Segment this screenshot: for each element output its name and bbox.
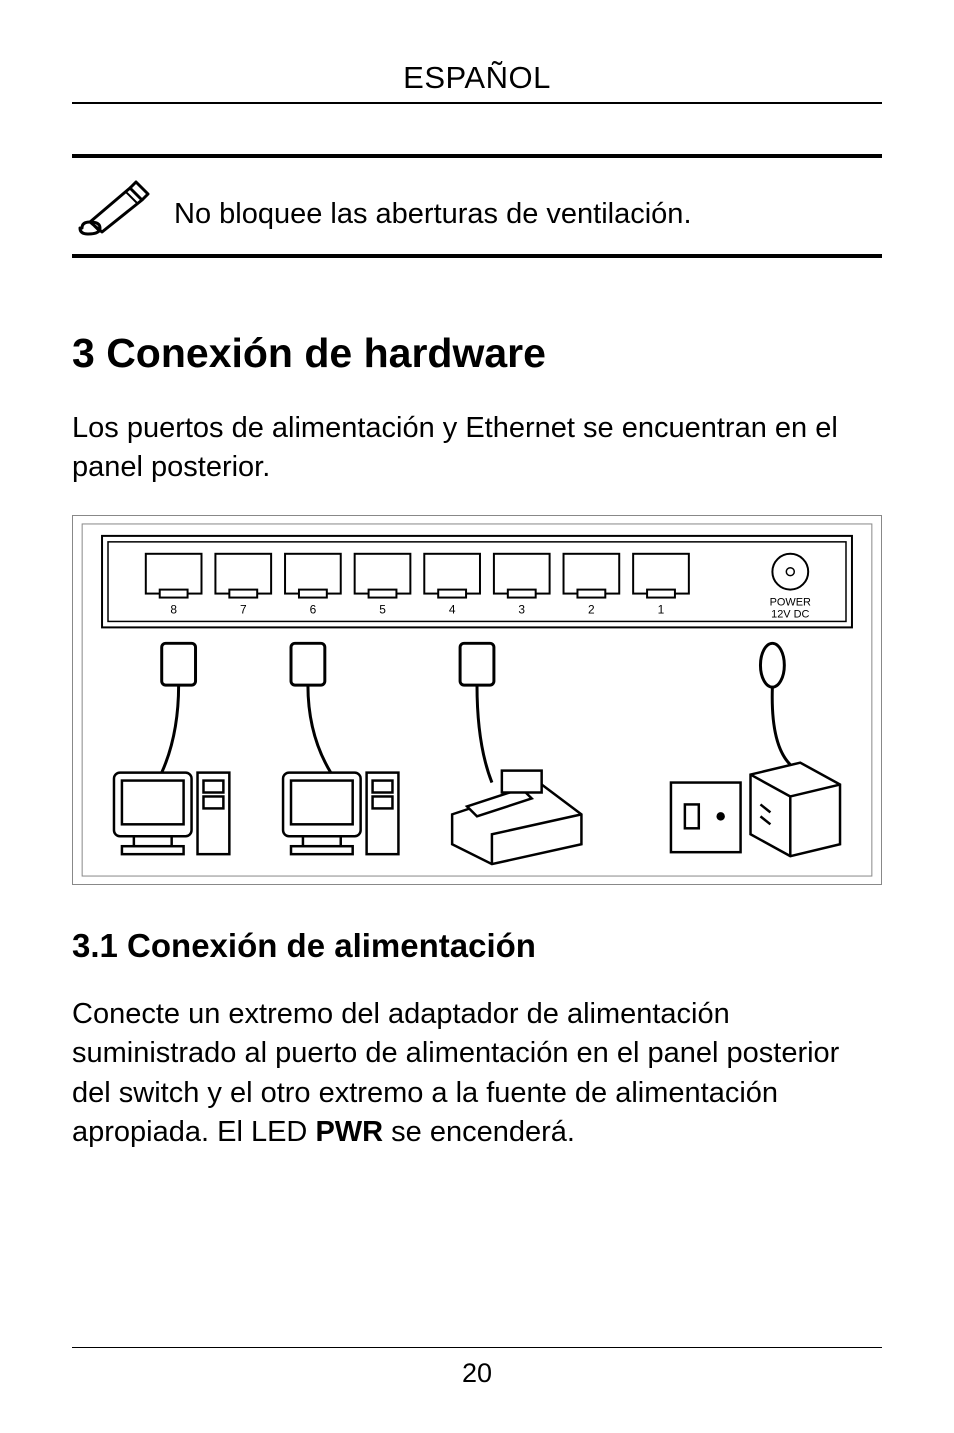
svg-text:4: 4 bbox=[449, 603, 456, 617]
body-text-part2: se encenderá. bbox=[383, 1116, 575, 1148]
svg-text:3: 3 bbox=[518, 603, 525, 617]
section-3-1-title: 3.1 Conexión de alimentación bbox=[72, 927, 882, 965]
led-pwr-label: PWR bbox=[315, 1116, 383, 1148]
svg-text:6: 6 bbox=[310, 603, 317, 617]
svg-text:8: 8 bbox=[170, 603, 177, 617]
note-text: No bloquee las aberturas de ventilación. bbox=[174, 196, 692, 236]
section-3-1-body: Conecte un extremo del adaptador de alim… bbox=[72, 995, 882, 1152]
svg-text:POWER: POWER bbox=[770, 597, 811, 609]
section-3-intro: Los puertos de alimentación y Ethernet s… bbox=[72, 409, 882, 487]
pencil-note-icon bbox=[72, 178, 150, 236]
svg-text:1: 1 bbox=[658, 603, 665, 617]
svg-text:2: 2 bbox=[588, 603, 595, 617]
svg-text:12V DC: 12V DC bbox=[771, 609, 809, 621]
svg-text:7: 7 bbox=[240, 603, 247, 617]
svg-text:5: 5 bbox=[379, 603, 386, 617]
page-container: ESPAÑOL No bloquee las aberturas de vent… bbox=[0, 0, 954, 1433]
section-3-title: 3 Conexión de hardware bbox=[72, 330, 882, 377]
hardware-connection-diagram: 8 7 6 5 4 3 2 1 POWER 12V DC bbox=[72, 515, 882, 885]
page-footer: 20 bbox=[72, 1347, 882, 1389]
page-header-language: ESPAÑOL bbox=[72, 60, 882, 104]
page-number: 20 bbox=[462, 1358, 492, 1388]
note-callout: No bloquee las aberturas de ventilación. bbox=[72, 154, 882, 258]
